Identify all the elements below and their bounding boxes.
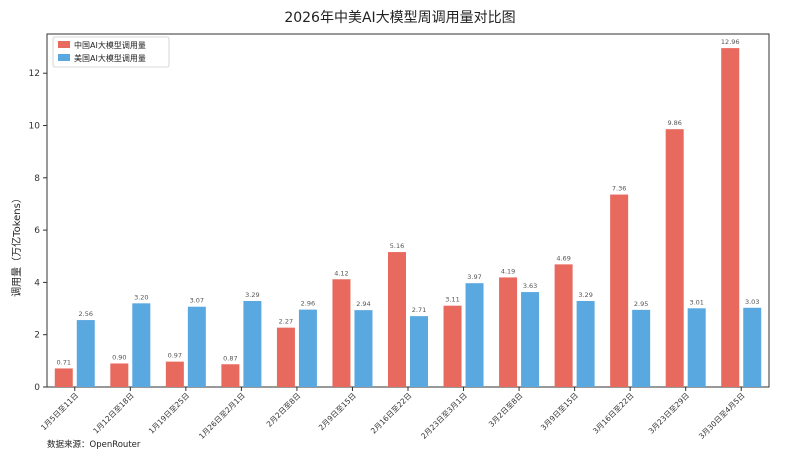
legend-label-china: 中国AI大模型调用量 [74, 40, 146, 50]
data-label-us: 3.03 [745, 298, 759, 306]
y-tick-label: 6 [34, 226, 40, 236]
data-label-us: 3.01 [689, 298, 703, 306]
data-label-us: 3.29 [245, 291, 259, 299]
bar-us [743, 307, 762, 387]
bar-us [465, 283, 484, 387]
bar-china [276, 327, 295, 387]
y-tick-label: 2 [34, 331, 40, 341]
data-label-us: 2.95 [634, 300, 648, 308]
bar-china [499, 277, 518, 387]
y-tick-label: 0 [34, 383, 40, 393]
bar-us [76, 320, 95, 387]
source-note: 数据来源：OpenRouter [47, 439, 141, 450]
x-tick-label: 2月9日至15日 [317, 391, 358, 432]
bar-china [610, 194, 629, 387]
legend: 中国AI大模型调用量 美国AI大模型调用量 [52, 36, 170, 68]
bar-china [665, 129, 684, 387]
data-label-china: 9.86 [667, 119, 681, 127]
legend-label-us: 美国AI大模型调用量 [74, 53, 146, 63]
bar-series-group: 0.71 2.56 0.90 3.20 0.97 3.07 0.87 3.29 2.27 2.96… [54, 38, 762, 388]
chart-title: 2026年中美AI大模型周调用量对比图 [284, 10, 515, 26]
bar-china [554, 264, 573, 387]
y-tick-label: 12 [29, 69, 40, 79]
data-label-china: 4.19 [501, 267, 515, 275]
bar-us [687, 308, 706, 387]
data-label-china: 4.69 [556, 254, 570, 262]
x-tick-label: 2月23日至3月1日 [419, 391, 469, 441]
x-tick-label: 3月23日至29日 [647, 391, 691, 435]
data-label-china: 0.71 [57, 358, 71, 366]
x-tick-label: 1月26日至2月1日 [197, 391, 247, 441]
data-label-us: 3.29 [578, 291, 592, 299]
bar-china [221, 364, 240, 387]
data-label-china: 0.97 [168, 352, 182, 360]
y-tick-label: 4 [34, 278, 40, 288]
y-tick-label: 10 [29, 122, 41, 132]
x-tick-label: 3月2日至8日 [487, 391, 525, 429]
legend-swatch-us [58, 54, 70, 61]
x-axis: 1月5日至11日 1月12日至18日 1月19日至25日 1月26日至2月1日 2月2日… [39, 387, 747, 441]
bar-china [388, 252, 406, 387]
data-label-us: 3.97 [467, 273, 481, 281]
bar-china [110, 363, 129, 387]
data-label-china: 0.90 [112, 353, 126, 361]
plot-frame [46, 33, 770, 388]
data-label-us: 3.07 [190, 297, 204, 305]
data-label-china: 4.12 [334, 269, 348, 277]
data-label-china: 12.96 [721, 38, 740, 46]
y-axis-label: 调用量（万亿Tokens） [10, 193, 23, 297]
data-label-china: 7.36 [612, 185, 626, 193]
x-tick-label: 3月16日至22日 [591, 391, 635, 435]
bar-us [354, 310, 373, 387]
data-label-us: 2.96 [301, 300, 315, 308]
bar-us [576, 300, 595, 387]
bar-us [521, 292, 540, 387]
bar-china [165, 361, 184, 387]
bar-china [332, 279, 351, 387]
legend-swatch-china [58, 41, 70, 48]
bar-us [410, 316, 428, 387]
x-tick-label: 2月16日至22日 [369, 391, 413, 435]
data-label-china: 2.27 [279, 318, 293, 326]
data-label-us: 2.71 [412, 306, 426, 314]
x-tick-label: 1月19日至25日 [147, 391, 191, 435]
x-tick-label: 1月12日至18日 [91, 391, 135, 435]
data-label-us: 2.56 [79, 310, 93, 318]
bar-us [132, 303, 151, 387]
data-label-us: 3.63 [523, 282, 537, 290]
data-label-us: 3.20 [134, 293, 148, 301]
x-tick-label: 2月2日至8日 [265, 391, 303, 429]
data-label-china: 0.87 [223, 354, 237, 362]
x-tick-label: 3月9日至15日 [539, 391, 580, 432]
y-axis: 0 2 4 6 8 10 12 [29, 69, 47, 393]
bar-us [243, 300, 262, 387]
data-label-china: 5.16 [390, 242, 404, 250]
data-label-us: 2.94 [356, 300, 370, 308]
bar-us [187, 306, 206, 387]
legend-box [52, 36, 170, 68]
x-tick-label: 1月5日至11日 [39, 391, 80, 432]
bar-china [721, 48, 740, 388]
bar-us [632, 309, 651, 387]
data-label-china: 3.11 [445, 296, 459, 304]
bar-china [54, 368, 73, 387]
bar-us [298, 309, 317, 387]
y-tick-label: 8 [34, 174, 40, 184]
bar-china [443, 305, 462, 387]
x-tick-label: 3月30日至4月5日 [697, 391, 747, 441]
